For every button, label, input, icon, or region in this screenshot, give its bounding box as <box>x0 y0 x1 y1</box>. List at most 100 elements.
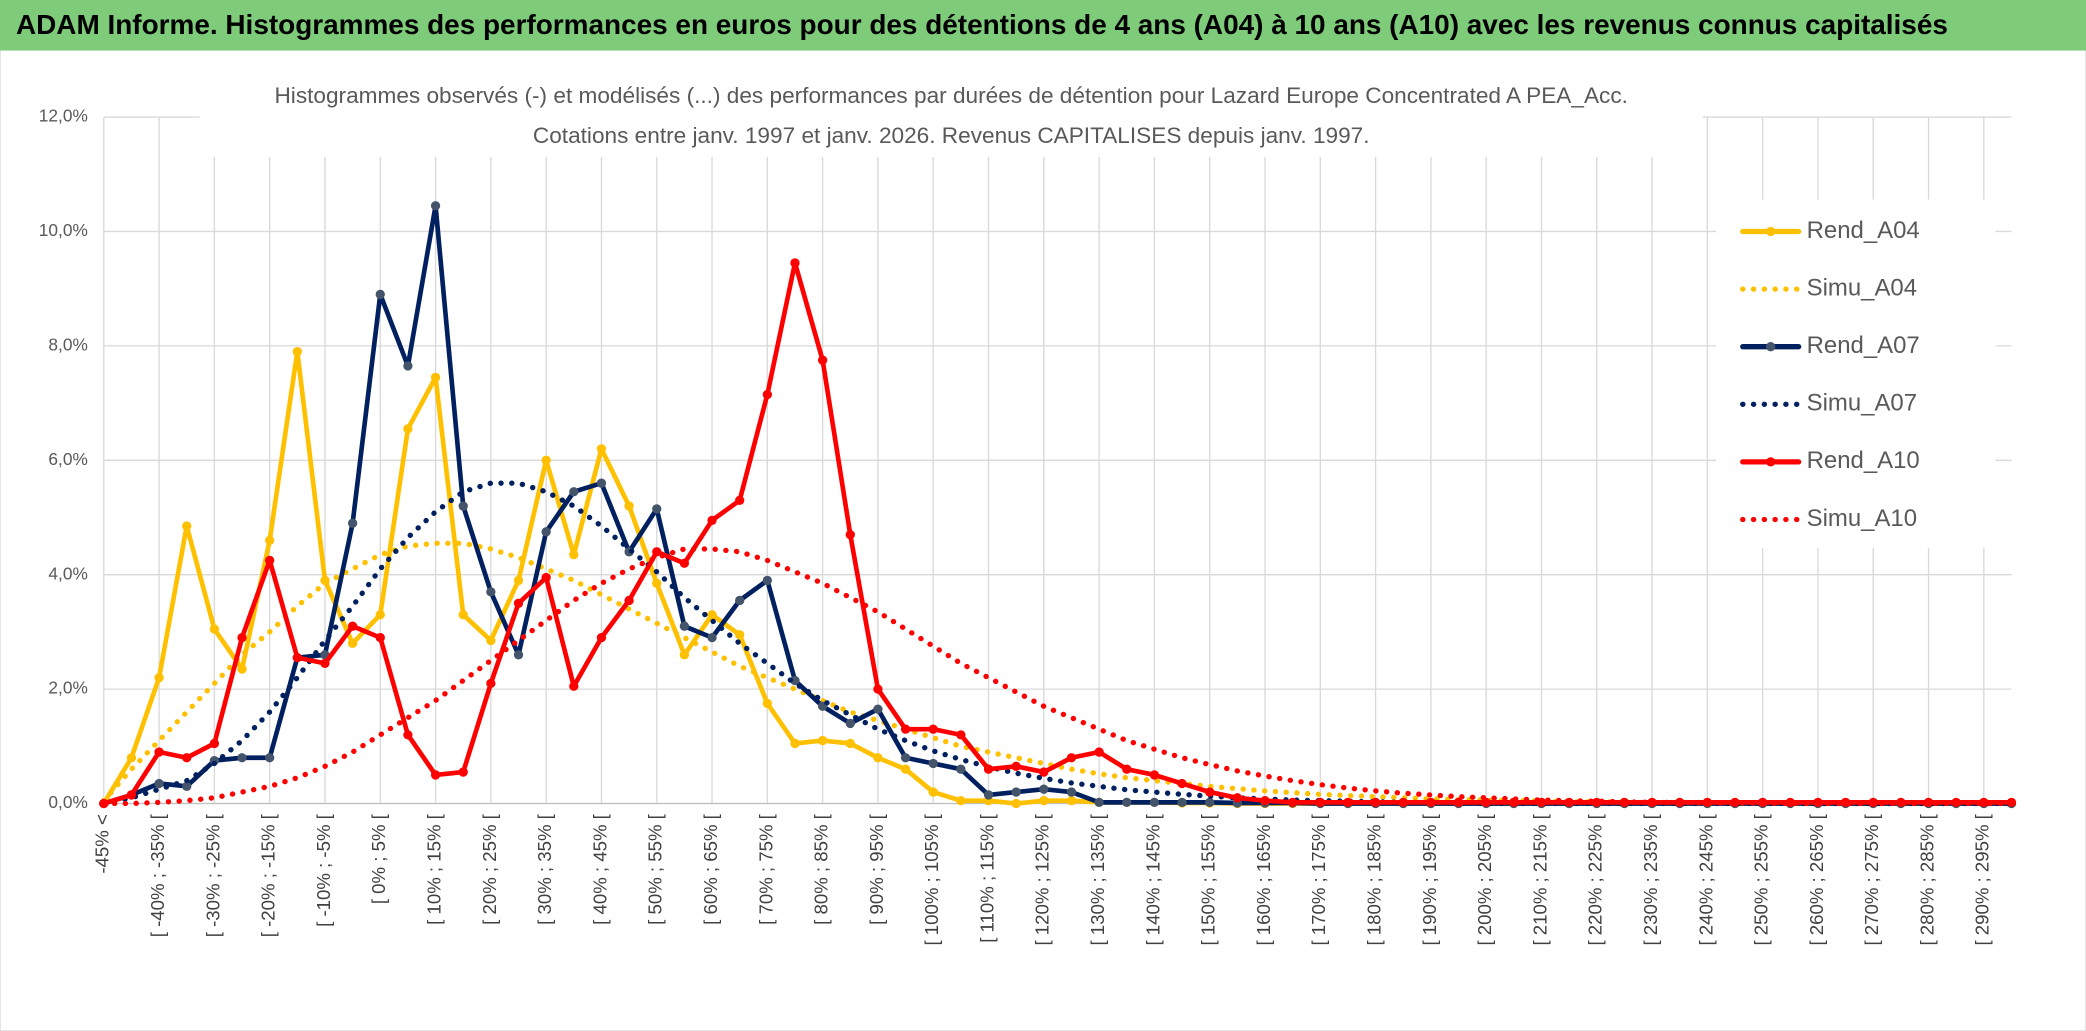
x-tick-label: [ 100% ; 105% [ <box>921 813 942 945</box>
point <box>790 675 800 686</box>
point <box>1205 797 1215 808</box>
point <box>265 535 275 546</box>
legend-bg <box>1716 199 1996 549</box>
point <box>292 652 302 663</box>
point <box>513 575 524 586</box>
point <box>735 495 745 505</box>
point <box>762 698 772 709</box>
point <box>486 678 496 689</box>
point <box>569 550 579 560</box>
x-tick-label: [ 190% ; 195% [ <box>1419 813 1440 945</box>
x-tick-label: [ 170% ; 175% [ <box>1308 813 1329 945</box>
point <box>679 650 690 660</box>
point <box>1315 797 1325 808</box>
point <box>1066 795 1077 806</box>
point <box>735 595 745 606</box>
y-tick-label: 12,0% <box>39 106 88 126</box>
x-tick-label: [ 240% ; 245% [ <box>1695 813 1716 945</box>
point <box>596 632 607 643</box>
x-tick-label: [ 130% ; 135% [ <box>1087 813 1108 945</box>
point <box>1205 787 1215 797</box>
point <box>1039 795 1049 806</box>
point <box>347 621 358 631</box>
point <box>956 795 966 806</box>
x-tick-label: [ 110% ; 115% [ <box>976 813 997 942</box>
point <box>596 478 607 488</box>
point <box>1122 764 1132 774</box>
point <box>375 610 385 620</box>
chart-title: Histogrammes observés (-) et modélisés (… <box>274 83 1627 108</box>
point <box>513 650 524 660</box>
x-tick-label: [ 180% ; 185% [ <box>1364 813 1385 945</box>
point <box>486 635 496 646</box>
point <box>375 632 385 643</box>
x-tick-label: [ 0% ; 5% [ <box>368 813 389 904</box>
x-tick-label: [ 50% ; 55% [ <box>645 813 666 925</box>
point <box>790 738 800 749</box>
legend-label: Rend_A04 <box>1807 217 1920 244</box>
point <box>762 389 772 400</box>
point <box>679 621 690 631</box>
point <box>403 424 413 434</box>
point <box>1149 770 1160 780</box>
point <box>928 787 938 797</box>
point <box>541 455 551 465</box>
point <box>1343 797 1353 808</box>
y-tick-label: 10,0% <box>39 220 88 240</box>
y-tick-label: 8,0% <box>48 334 87 354</box>
x-tick-label: [ -40% ; -35% [ <box>147 813 168 937</box>
point <box>1066 787 1077 797</box>
x-tick-label: [ -30% ; -25% [ <box>202 813 223 937</box>
point <box>1592 797 1602 808</box>
point <box>1260 795 1270 806</box>
point <box>900 764 911 774</box>
point <box>983 764 994 774</box>
point <box>1785 797 1795 808</box>
legend-marker <box>1766 457 1776 467</box>
x-tick-label: [ 90% ; 95% [ <box>866 813 887 925</box>
x-tick-label: [ 80% ; 85% [ <box>811 813 832 925</box>
y-tick-label: 0,0% <box>48 792 87 812</box>
point <box>873 684 883 694</box>
point <box>403 730 413 740</box>
point <box>845 738 855 749</box>
y-tick-label: 2,0% <box>48 678 87 698</box>
point <box>541 527 551 537</box>
point <box>154 778 164 789</box>
point <box>1094 797 1104 808</box>
point <box>320 658 330 669</box>
point <box>209 624 220 634</box>
point <box>347 638 358 649</box>
y-tick-label: 4,0% <box>48 563 87 583</box>
point <box>375 289 385 300</box>
point <box>1398 797 1408 808</box>
point <box>292 346 302 357</box>
x-tick-label: [ -20% ; -15% [ <box>258 813 279 937</box>
point <box>707 610 717 620</box>
x-tick-label: [ 210% ; 215% [ <box>1529 813 1550 945</box>
x-tick-label: [ 260% ; 265% [ <box>1806 813 1827 945</box>
legend-label: Rend_A10 <box>1807 447 1920 474</box>
point <box>486 587 496 597</box>
x-tick-label: -45% < <box>92 814 113 873</box>
point <box>569 681 579 691</box>
point <box>182 781 192 792</box>
point <box>430 372 441 383</box>
point <box>1177 797 1187 808</box>
point <box>707 515 717 526</box>
point <box>430 201 441 211</box>
point <box>652 578 662 588</box>
x-tick-label: [ 20% ; 25% [ <box>479 813 500 925</box>
point <box>707 632 717 643</box>
point <box>458 767 468 777</box>
point <box>1177 778 1187 789</box>
point <box>1066 753 1077 763</box>
point <box>845 530 855 540</box>
y-tick-label: 6,0% <box>48 449 87 469</box>
x-tick-label: [ 220% ; 225% [ <box>1585 813 1606 945</box>
point <box>430 770 441 780</box>
point <box>237 632 247 643</box>
point <box>928 758 938 769</box>
series-line <box>101 260 2014 806</box>
x-tick-label: [ 140% ; 145% [ <box>1142 813 1163 945</box>
